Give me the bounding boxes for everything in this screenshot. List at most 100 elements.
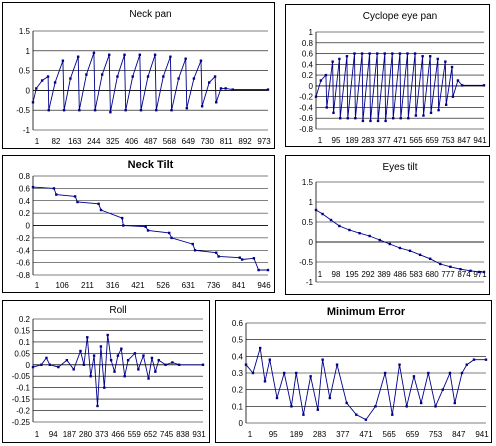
data-point — [353, 52, 356, 55]
y-tick-label: 1 — [309, 198, 314, 207]
data-point — [45, 356, 48, 360]
data-point — [448, 371, 452, 375]
data-point — [477, 270, 481, 274]
data-point — [150, 356, 154, 360]
y-tick-label: 0.15 — [14, 326, 30, 335]
x-tick-label: 1 — [35, 281, 40, 290]
y-tick-label: -0.1 — [16, 384, 30, 393]
x-tick-label: 971 — [473, 270, 487, 279]
data-point — [459, 268, 462, 271]
data-point — [92, 354, 96, 357]
data-point — [124, 109, 127, 112]
y-tick-label: 0 — [309, 238, 314, 247]
data-point — [456, 79, 460, 82]
y-tick-label: 0.4 — [19, 197, 31, 206]
data-point — [97, 202, 100, 206]
x-tick-label: 466 — [111, 430, 125, 439]
data-point — [85, 73, 88, 76]
data-point — [338, 224, 341, 228]
data-point — [116, 354, 120, 357]
data-point — [414, 114, 418, 117]
x-tick-label: 874 — [457, 270, 471, 279]
x-tick-label: 283 — [313, 430, 327, 439]
data-point — [484, 358, 488, 361]
data-point — [319, 79, 323, 82]
data-point — [146, 229, 150, 232]
chart-panel-neck-pan: Neck pan -1 -0.5 0 0.5 1 1.5 1 82 163 244 325 406 487… — [2, 2, 275, 149]
data-point — [258, 346, 262, 350]
data-point — [116, 75, 119, 78]
y-tick-label: 1.5 — [19, 27, 31, 36]
y-tick-label: -0.2 — [16, 407, 30, 416]
data-point — [429, 111, 433, 115]
x-tick-label: 753 — [429, 430, 443, 439]
data-point — [316, 408, 320, 411]
data-point — [184, 57, 187, 60]
series-line — [315, 209, 484, 273]
x-tick-label: 847 — [457, 136, 471, 145]
y-tick-label: -0.5 — [16, 106, 30, 115]
data-point — [354, 117, 357, 120]
data-point — [360, 52, 364, 55]
data-point — [69, 77, 72, 80]
data-point — [266, 268, 270, 272]
data-point — [240, 258, 244, 261]
data-point — [154, 370, 157, 373]
data-point — [131, 75, 134, 78]
data-point — [384, 119, 387, 123]
y-tick-label: -1 — [23, 126, 31, 135]
data-point — [348, 228, 351, 232]
data-point — [332, 111, 335, 115]
data-point — [78, 109, 81, 112]
data-point — [399, 117, 402, 120]
data-point — [251, 371, 255, 375]
x-tick-label: 106 — [56, 281, 70, 290]
data-point — [99, 208, 103, 212]
data-point — [199, 59, 203, 62]
y-tick-label: 0.8 — [302, 39, 314, 48]
x-tick-label: 487 — [144, 137, 158, 146]
x-tick-label: 195 — [345, 270, 359, 279]
data-point — [200, 105, 204, 108]
x-tick-label: 189 — [290, 430, 304, 439]
data-point — [170, 236, 173, 240]
x-tick-label: 559 — [128, 430, 142, 439]
x-tick-label: 283 — [361, 136, 375, 145]
data-point — [419, 401, 423, 405]
x-tick-label: 211 — [81, 281, 94, 290]
x-tick-label: 95 — [269, 430, 278, 439]
y-tick-label: 0.6 — [232, 319, 244, 328]
x-tick-label: 526 — [156, 281, 170, 290]
x-tick-label: 583 — [409, 270, 423, 279]
x-tick-label: 847 — [452, 430, 466, 439]
data-point — [345, 55, 349, 58]
x-tick-label: 565 — [383, 430, 397, 439]
y-tick-label: 0.4 — [302, 60, 314, 69]
data-point — [201, 363, 205, 366]
chart-svg-cyclope-eye-pan: Cyclope eye pan-0.8-0.6-0.4-0.200.20.40.… — [299, 11, 487, 145]
data-point — [378, 238, 381, 242]
data-point — [465, 363, 468, 366]
y-tick-label: 0 — [309, 82, 314, 91]
y-tick-label: 0.5 — [19, 67, 31, 76]
y-tick-label: -0.4 — [16, 246, 30, 255]
x-tick-label: 1 — [248, 430, 253, 439]
y-tick-label: 0.5 — [232, 336, 244, 345]
data-point — [376, 52, 379, 55]
data-point — [52, 187, 56, 190]
data-point — [146, 75, 150, 78]
data-point — [65, 359, 69, 362]
data-point — [155, 109, 158, 112]
chart-svg-neck-tilt: Neck Tilt -0.8 -0.6 -0.4 -0.2 0 0.2 0.4 0.6 0.8 1 1… — [16, 159, 271, 290]
y-tick-label: -0.8 — [16, 271, 30, 280]
data-point — [346, 117, 349, 120]
data-point — [61, 59, 65, 62]
data-point — [275, 396, 279, 400]
y-tick-label: 0.6 — [19, 184, 31, 193]
data-point — [383, 371, 387, 375]
x-tick-label: 377 — [336, 430, 350, 439]
data-point — [325, 106, 328, 109]
data-point — [147, 377, 150, 380]
x-tick-label: 163 — [68, 137, 82, 146]
data-point — [339, 117, 342, 120]
